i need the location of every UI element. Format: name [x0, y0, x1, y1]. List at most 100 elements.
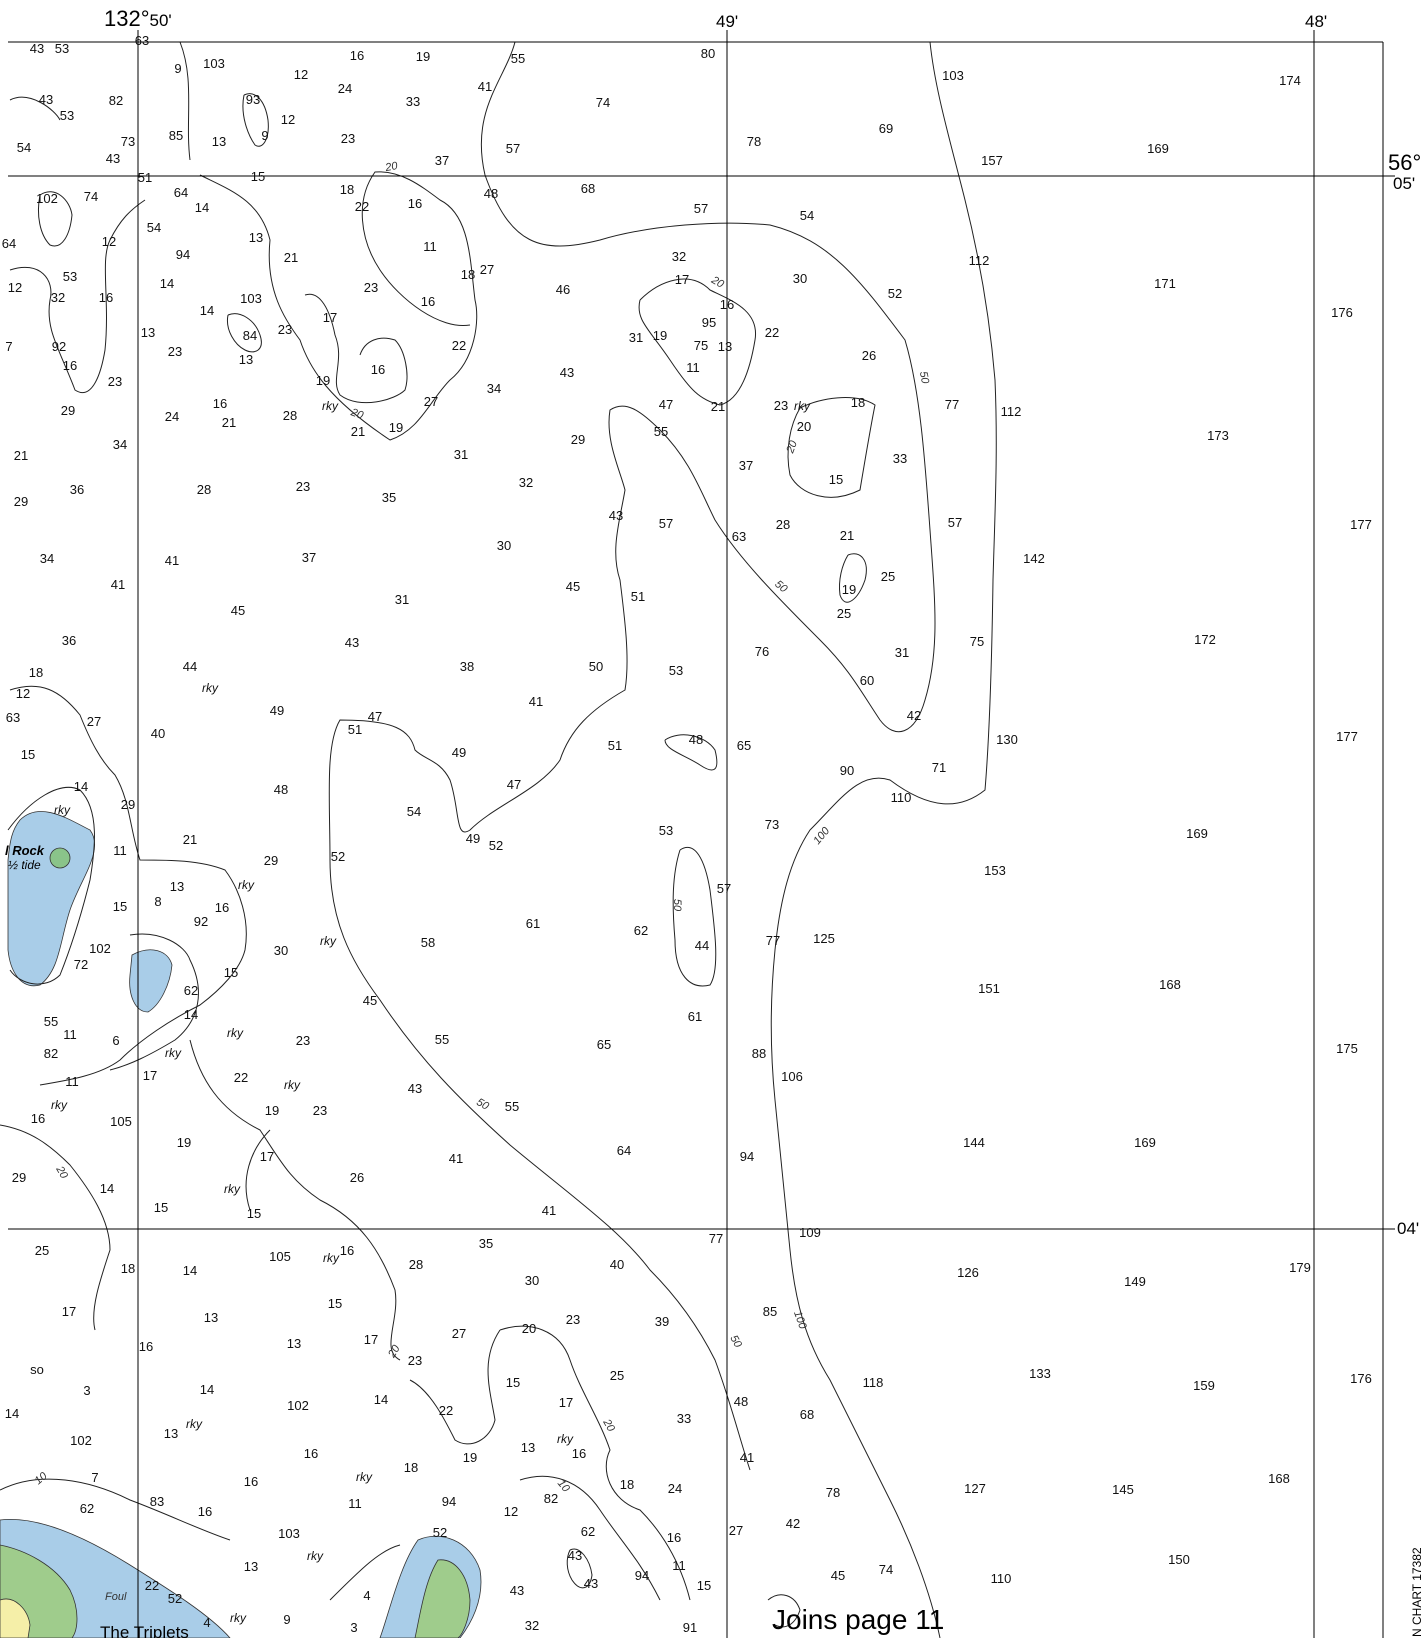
sounding: 9	[261, 128, 268, 143]
sounding: 11	[113, 843, 127, 858]
sounding: 48	[734, 1394, 748, 1409]
rky-label: rky	[307, 1549, 324, 1563]
sounding: 64	[617, 1143, 631, 1158]
sounding: 12	[102, 234, 116, 249]
sounding: 52	[489, 838, 503, 853]
sounding: 25	[881, 569, 895, 584]
sounding: 34	[113, 437, 127, 452]
contour-depth-label: 20	[708, 274, 726, 291]
longitude-degree-label: 132°50'	[104, 6, 172, 32]
sounding: 29	[121, 797, 135, 812]
sounding: 15	[506, 1375, 520, 1390]
latitude-degree-label: 56°	[1388, 150, 1422, 175]
sounding: 64	[174, 185, 188, 200]
sounding: 18	[461, 267, 475, 282]
sounding: 4	[363, 1588, 370, 1603]
sounding: 53	[659, 823, 673, 838]
sounding: 41	[111, 577, 125, 592]
sounding: 93	[246, 92, 260, 107]
sounding: 19	[653, 328, 667, 343]
sounding: 31	[895, 645, 909, 660]
sounding: 16	[198, 1504, 212, 1519]
sounding: 15	[247, 1206, 261, 1221]
sounding: 102	[287, 1398, 309, 1413]
contour-loop-93	[242, 93, 269, 147]
sounding: 43	[106, 151, 120, 166]
sounding: 51	[348, 722, 362, 737]
sounding: 22	[234, 1070, 248, 1085]
sounding: 25	[610, 1368, 624, 1383]
sounding: 72	[74, 957, 88, 972]
sounding: 43	[345, 635, 359, 650]
contour-48-loop	[664, 734, 718, 771]
sounding: 16	[371, 362, 385, 377]
island-land	[414, 1559, 471, 1638]
sounding: 50	[589, 659, 603, 674]
sounding: 57	[717, 881, 731, 896]
sounding: 18	[29, 665, 43, 680]
sounding: 15	[224, 965, 238, 980]
sounding: 105	[269, 1249, 291, 1264]
sounding: 34	[487, 381, 501, 396]
sounding: 12	[294, 67, 308, 82]
sounding: 43	[609, 508, 623, 523]
sounding: 17	[143, 1068, 157, 1083]
sounding: 49	[466, 831, 480, 846]
sounding: 27	[729, 1523, 743, 1538]
sounding: 45	[831, 1568, 845, 1583]
contour-depth-label: 50	[917, 370, 931, 385]
sounding: 169	[1186, 826, 1208, 841]
sounding: 53	[55, 41, 69, 56]
sounding: 77	[766, 933, 780, 948]
contour-depth-label: 20	[53, 1163, 70, 1181]
sounding: 80	[701, 46, 715, 61]
rky-label: rky	[794, 399, 811, 413]
sounding: 33	[406, 94, 420, 109]
sounding: 40	[610, 1257, 624, 1272]
sounding: 61	[688, 1009, 702, 1024]
sounding: 76	[755, 644, 769, 659]
sounding: 75	[970, 634, 984, 649]
sounding: 17	[559, 1395, 573, 1410]
sounding: 28	[197, 482, 211, 497]
sounding: 24	[668, 1481, 682, 1496]
shoal-and-land-areas	[0, 811, 482, 1638]
sounding: 30	[274, 943, 288, 958]
sounding: 36	[70, 482, 84, 497]
sounding: 22	[452, 338, 466, 353]
sounding: 23	[364, 280, 378, 295]
sounding: 30	[525, 1273, 539, 1288]
sounding: 84	[243, 328, 257, 343]
sounding: 16	[340, 1243, 354, 1258]
sounding: 12	[16, 686, 30, 701]
sounding: 23	[313, 1103, 327, 1118]
sounding: 27	[424, 394, 438, 409]
sounding: 49	[270, 703, 284, 718]
sounding: 23	[278, 322, 292, 337]
sounding: 17	[675, 272, 689, 287]
sounding: 26	[350, 1170, 364, 1185]
contour-depth-label: 20	[383, 160, 399, 174]
latitude-04-label: 04'	[1397, 1219, 1420, 1238]
sounding: 62	[581, 1524, 595, 1539]
contour-depth-label: 50	[772, 578, 790, 596]
sounding: 21	[183, 832, 197, 847]
sounding: 45	[231, 603, 245, 618]
sounding: 52	[331, 849, 345, 864]
sounding: 14	[100, 1181, 114, 1196]
sounding: 20	[522, 1321, 536, 1336]
join-note: Joins page 11	[772, 1604, 945, 1635]
sounding: 150	[1168, 1552, 1190, 1567]
sounding: 105	[110, 1114, 132, 1129]
sounding: 13	[170, 879, 184, 894]
sounding: 63	[732, 529, 746, 544]
sounding: 9	[174, 61, 181, 76]
sounding: 157	[981, 153, 1003, 168]
sounding: 168	[1159, 977, 1181, 992]
sounding: 34	[40, 551, 54, 566]
sounding: 23	[774, 398, 788, 413]
sounding: 29	[264, 853, 278, 868]
sounding: 23	[168, 344, 182, 359]
sounding: 9	[283, 1612, 290, 1627]
